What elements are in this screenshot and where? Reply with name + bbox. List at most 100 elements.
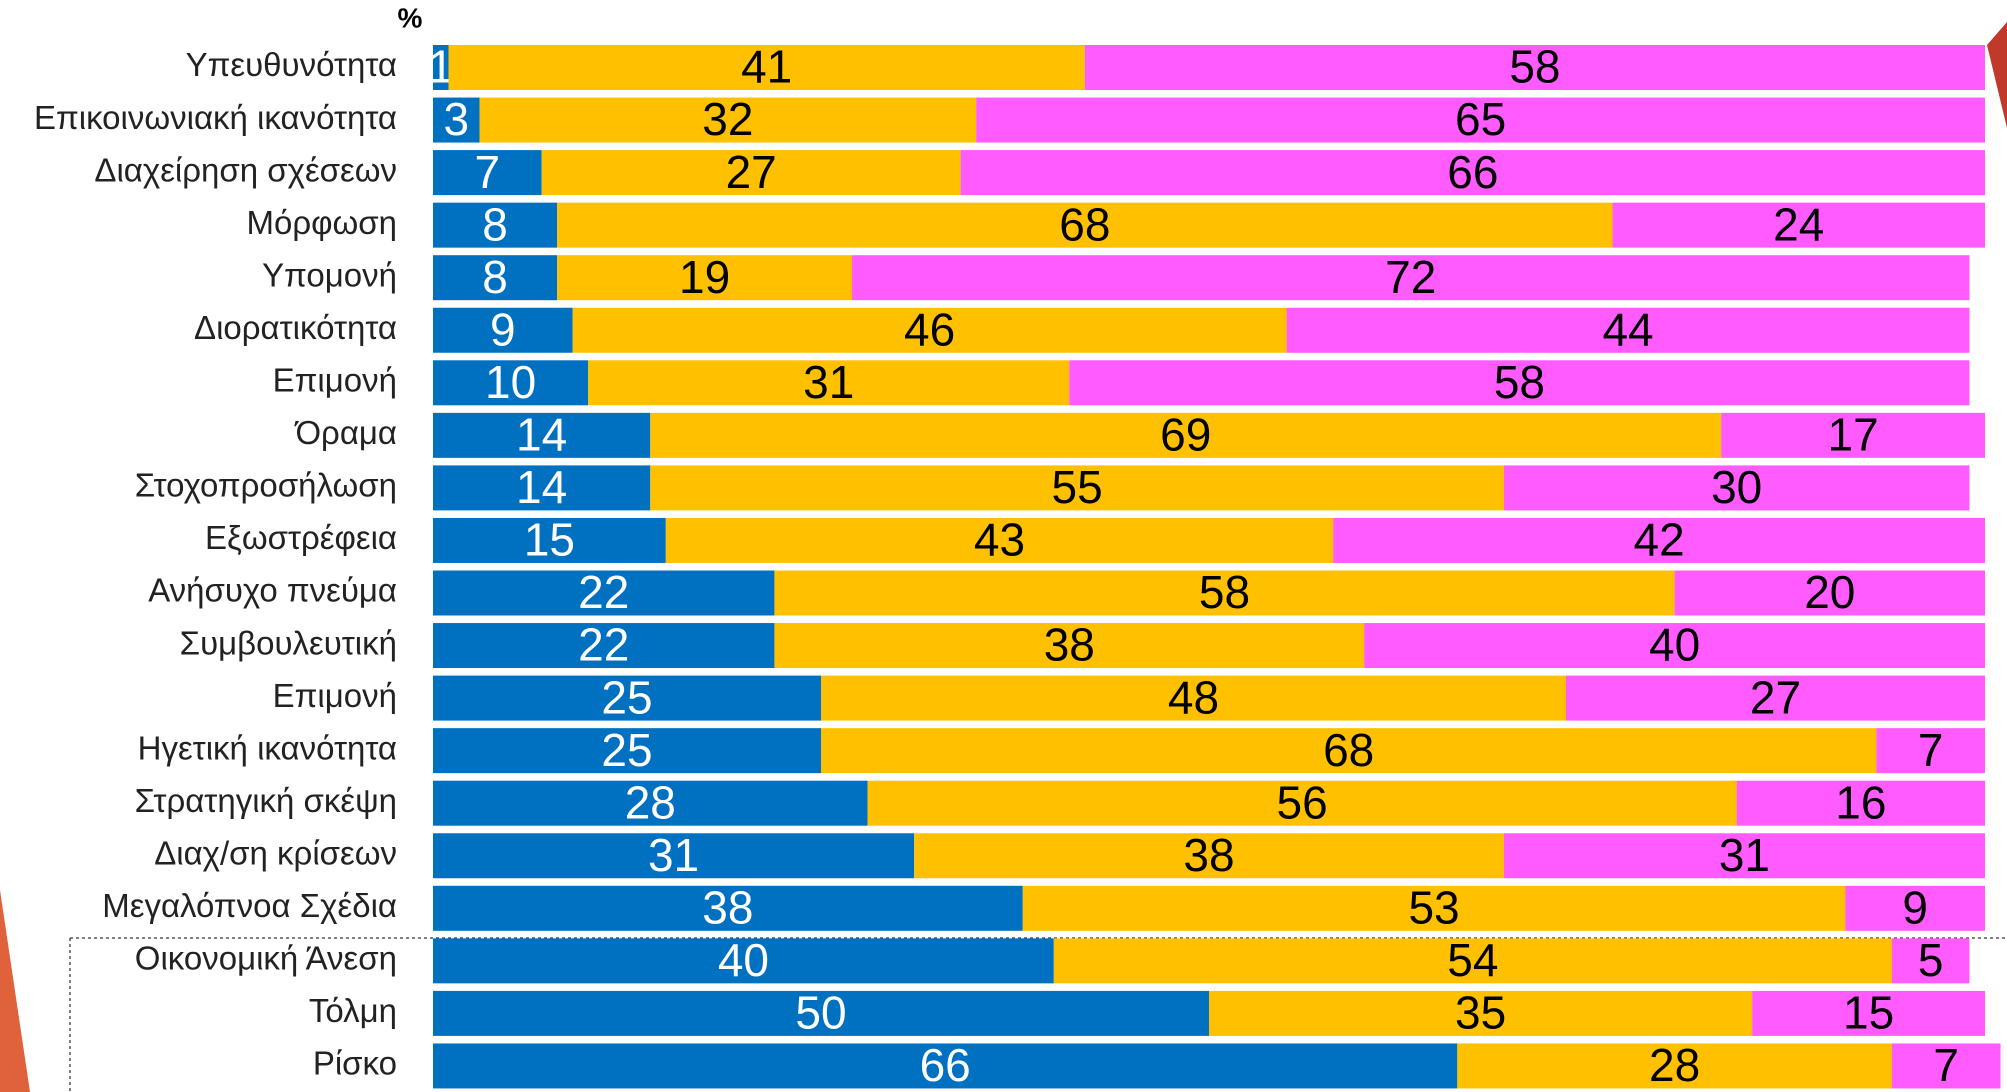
- bar-segment: [557, 255, 853, 301]
- value-label: 58: [1509, 41, 1560, 93]
- category-label: Ηγετική ικανότητα: [138, 729, 397, 766]
- bar-segment: [650, 465, 1504, 511]
- bar-segment: [1565, 675, 1985, 721]
- category-label: Ανήσυχο πνεύμα: [148, 572, 397, 609]
- value-label: 38: [702, 881, 753, 933]
- category-label: Στοχοπροσήλωση: [135, 467, 397, 504]
- bar-segment: [588, 360, 1070, 406]
- value-label: 17: [1827, 409, 1878, 461]
- value-label: 41: [741, 41, 792, 93]
- value-label: 7: [1933, 1039, 1959, 1091]
- bar-segment: [1069, 360, 1970, 406]
- value-label: 48: [1168, 671, 1219, 723]
- bar-segment: [1736, 780, 1985, 826]
- bar-segment: [479, 97, 977, 143]
- value-label: 28: [1649, 1039, 1700, 1091]
- bar-segment: [1364, 623, 1985, 669]
- category-label: Τόλμη: [309, 992, 397, 1029]
- value-label: 15: [1843, 987, 1894, 1039]
- bar-segment: [1674, 570, 1985, 616]
- bar-segment: [1084, 45, 1985, 90]
- bar-segment: [433, 780, 868, 826]
- value-label: 19: [679, 251, 730, 303]
- value-label: 9: [1902, 881, 1928, 933]
- bar-segment: [1891, 1043, 2001, 1089]
- bar-segment: [1891, 938, 1970, 984]
- value-label: 66: [920, 1039, 971, 1091]
- category-label: Διαχ/ση κρίσεων: [154, 834, 397, 871]
- bar-segment: [433, 412, 651, 458]
- bar-segment: [1612, 202, 1985, 248]
- bar-segment: [541, 150, 961, 196]
- value-label: 25: [601, 724, 652, 776]
- bar-segment: [1721, 412, 1985, 458]
- value-label: 28: [625, 776, 676, 828]
- bar-segment: [976, 97, 1985, 143]
- category-label: Διορατικότητα: [194, 309, 397, 346]
- value-label: 14: [516, 461, 567, 513]
- value-label: 7: [1918, 724, 1944, 776]
- value-label: 5: [1918, 934, 1944, 986]
- category-label: Υπομονή: [262, 256, 397, 293]
- value-label: 8: [482, 198, 508, 250]
- value-label: 58: [1494, 356, 1545, 408]
- value-label: 40: [1649, 619, 1700, 671]
- category-label: Υπευθυνότητα: [186, 46, 397, 83]
- bar-segment: [433, 517, 666, 563]
- bar-segment: [433, 307, 573, 353]
- value-label: 55: [1051, 461, 1102, 513]
- value-label: 54: [1447, 934, 1498, 986]
- value-label: 43: [974, 514, 1025, 566]
- value-label: 20: [1804, 566, 1855, 618]
- bar-segment: [1503, 465, 1970, 511]
- bar-segment: [1503, 833, 1985, 879]
- value-label: 58: [1199, 566, 1250, 618]
- value-label: 7: [475, 146, 501, 198]
- value-label: 22: [578, 619, 629, 671]
- bar-segment: [1022, 885, 1846, 931]
- value-label: 31: [1719, 829, 1770, 881]
- category-label: Επιμονή: [273, 362, 397, 399]
- bar-segment: [433, 728, 821, 774]
- value-label: 72: [1385, 251, 1436, 303]
- unit-label: %: [398, 2, 423, 33]
- bar-segment: [1333, 517, 1985, 563]
- bar-segment: [1286, 307, 1970, 353]
- bar-segment: [821, 675, 1566, 721]
- value-label: 65: [1455, 93, 1506, 145]
- value-label: 10: [485, 356, 536, 408]
- value-label: 3: [443, 93, 469, 145]
- value-label: 44: [1602, 303, 1653, 355]
- value-label: 32: [702, 93, 753, 145]
- value-label: 38: [1183, 829, 1234, 881]
- bar-segment: [433, 360, 589, 406]
- category-label: Στρατηγική σκέψη: [135, 782, 397, 819]
- value-label: 38: [1044, 619, 1095, 671]
- bar-segment: [448, 45, 1085, 90]
- value-label: 30: [1711, 461, 1762, 513]
- value-label: 42: [1633, 514, 1684, 566]
- bar-segment: [433, 202, 558, 248]
- category-label: Επιμονή: [273, 677, 397, 714]
- decoration: [0, 890, 30, 1092]
- category-label: Εξωστρέφεια: [205, 519, 397, 556]
- value-label: 27: [726, 146, 777, 198]
- bar-segment: [1209, 990, 1753, 1036]
- value-label: 16: [1835, 776, 1886, 828]
- bar-segment: [433, 623, 775, 669]
- bar-segment: [433, 990, 1209, 1036]
- bar-segment: [572, 307, 1287, 353]
- category-label: Ρίσκο: [313, 1045, 397, 1082]
- value-label: 53: [1408, 881, 1459, 933]
- bar-segment: [665, 517, 1334, 563]
- value-label: 15: [524, 514, 575, 566]
- bar-segment: [433, 675, 821, 721]
- bar-segment: [821, 728, 1877, 774]
- category-label: Διαχείρηση σχέσεων: [94, 151, 397, 188]
- value-label: 50: [795, 987, 846, 1039]
- value-label: 46: [904, 303, 955, 355]
- value-label: 25: [601, 671, 652, 723]
- bar-segment: [433, 255, 558, 301]
- category-label: Οικονομική Άνεση: [135, 940, 397, 977]
- bar-segment: [1752, 990, 1985, 1036]
